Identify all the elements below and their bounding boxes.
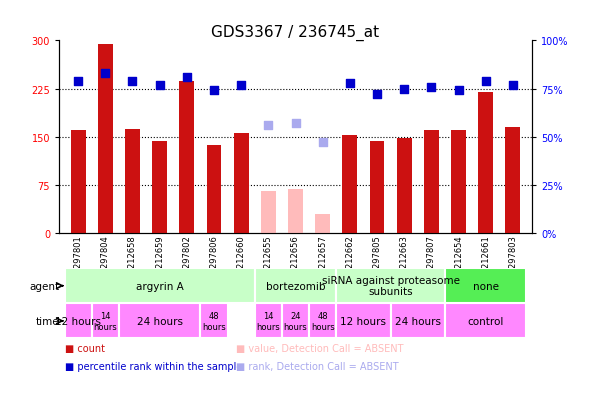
Point	[345, 80, 355, 87]
Bar	[119, 304, 200, 339]
Point	[454, 88, 463, 95]
Point	[481, 78, 491, 85]
Bar	[424, 130, 439, 233]
Bar	[261, 192, 276, 233]
Bar	[233, 134, 249, 233]
Bar	[288, 190, 303, 233]
Bar	[125, 130, 140, 233]
Point	[73, 78, 83, 85]
Text: 48
hours: 48 hours	[202, 311, 226, 331]
Text: 12 hours: 12 hours	[340, 316, 387, 326]
Text: 12 hours: 12 hours	[55, 316, 101, 326]
Bar	[98, 45, 113, 233]
Text: ■ count: ■ count	[65, 343, 105, 353]
Point	[128, 78, 137, 85]
Bar	[64, 304, 92, 339]
Bar	[64, 268, 255, 304]
Text: time: time	[36, 316, 60, 326]
Bar	[336, 304, 391, 339]
Bar	[179, 82, 194, 233]
Bar	[309, 304, 336, 339]
Bar	[152, 142, 167, 233]
Bar	[71, 131, 86, 233]
Bar	[451, 130, 466, 233]
Bar	[255, 304, 282, 339]
Bar	[200, 304, 228, 339]
Bar	[505, 128, 520, 233]
Point	[236, 82, 246, 89]
Point	[427, 84, 436, 91]
Text: 24
hours: 24 hours	[284, 311, 307, 331]
Point	[400, 86, 409, 93]
Point	[372, 92, 382, 98]
Bar	[342, 136, 358, 233]
Bar	[369, 142, 385, 233]
Bar	[92, 304, 119, 339]
Text: bortezomib: bortezomib	[266, 281, 325, 291]
Bar	[255, 268, 336, 304]
Text: ■ percentile rank within the sample: ■ percentile rank within the sample	[65, 361, 242, 371]
Text: agent: agent	[30, 281, 60, 291]
Point	[291, 121, 300, 127]
Title: GDS3367 / 236745_at: GDS3367 / 236745_at	[212, 25, 379, 41]
Text: 24 hours: 24 hours	[137, 316, 183, 326]
Text: control: control	[467, 316, 504, 326]
Text: ■ rank, Detection Call = ABSENT: ■ rank, Detection Call = ABSENT	[236, 361, 399, 371]
Point	[100, 71, 110, 77]
Text: none: none	[473, 281, 499, 291]
Bar	[206, 146, 222, 233]
Bar	[478, 93, 493, 233]
Text: argyrin A: argyrin A	[136, 281, 184, 291]
Bar	[445, 268, 527, 304]
Point	[209, 88, 219, 95]
Bar	[445, 304, 527, 339]
Point	[508, 82, 518, 89]
Bar	[397, 139, 412, 233]
Text: 48
hours: 48 hours	[311, 311, 335, 331]
Point	[318, 140, 327, 146]
Text: 14
hours: 14 hours	[93, 311, 117, 331]
Bar	[391, 304, 445, 339]
Text: ■ value, Detection Call = ABSENT: ■ value, Detection Call = ABSENT	[236, 343, 404, 353]
Bar	[336, 268, 445, 304]
Point	[264, 123, 273, 129]
Text: siRNA against proteasome
subunits: siRNA against proteasome subunits	[322, 275, 460, 297]
Point	[155, 82, 164, 89]
Text: 14
hours: 14 hours	[256, 311, 280, 331]
Bar	[282, 304, 309, 339]
Text: 24 hours: 24 hours	[395, 316, 441, 326]
Bar	[315, 214, 330, 233]
Point	[182, 74, 191, 81]
